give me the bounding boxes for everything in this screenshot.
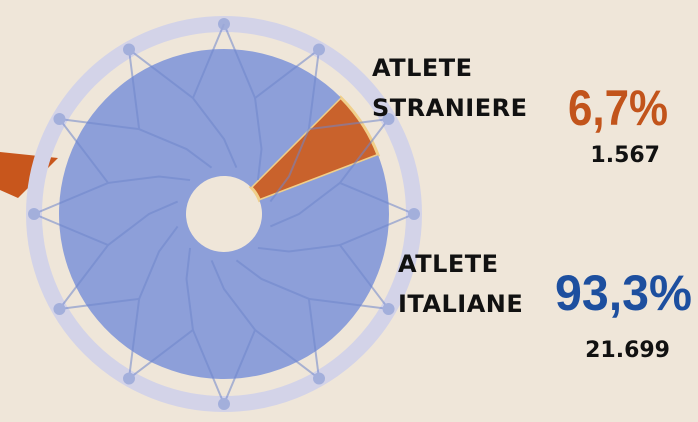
count-label: 21.699	[585, 338, 670, 363]
slice	[59, 49, 389, 380]
net-node	[218, 398, 230, 410]
net-decoration	[28, 18, 420, 410]
net-node	[53, 303, 66, 315]
net-line	[192, 97, 238, 169]
net-node	[408, 208, 420, 220]
net-line	[210, 259, 256, 331]
net-node	[123, 43, 135, 56]
net-line	[107, 175, 191, 184]
net-line	[138, 225, 179, 300]
value-label: 6,7%	[568, 80, 668, 136]
net-node	[313, 43, 325, 56]
net-line	[185, 247, 194, 331]
donut	[59, 49, 389, 380]
net-line	[257, 244, 341, 253]
net-node	[53, 113, 66, 125]
category-label: ATLETE STRANIERE	[372, 54, 528, 122]
value-label: 93,3%	[555, 265, 692, 321]
net-line	[269, 182, 341, 228]
net-node	[382, 303, 395, 315]
category-label: ATLETE ITALIANE	[398, 250, 524, 318]
net-node	[28, 208, 40, 220]
slice	[248, 95, 381, 203]
net-line	[107, 200, 179, 246]
net-line	[138, 128, 213, 169]
net-node	[382, 113, 395, 125]
net-line	[269, 128, 310, 203]
net-line	[235, 259, 310, 300]
net-node	[313, 372, 325, 385]
count-label: 1.567	[590, 143, 660, 168]
net-line	[254, 97, 263, 181]
net-node	[123, 372, 135, 385]
